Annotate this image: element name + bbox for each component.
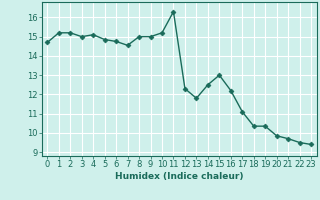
X-axis label: Humidex (Indice chaleur): Humidex (Indice chaleur) — [115, 172, 244, 181]
